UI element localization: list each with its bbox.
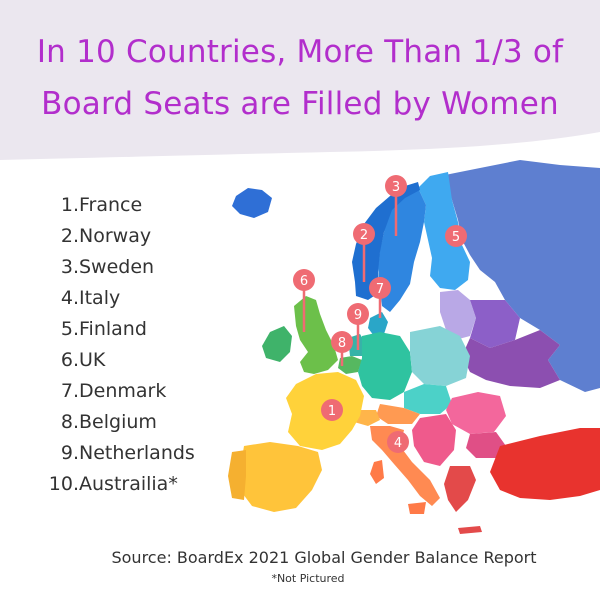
italy-shape xyxy=(370,426,440,506)
ukraine-shape xyxy=(462,330,560,388)
list-item: 2.Norway xyxy=(46,221,195,252)
map-marker-8: 8 xyxy=(331,331,353,366)
balkans-shape xyxy=(412,414,456,466)
switzerland-shape xyxy=(354,410,380,426)
russia-shape xyxy=(445,160,600,392)
baltics-shape xyxy=(440,290,476,340)
title-line-1: In 10 Countries, More Than 1/3 of xyxy=(36,34,564,70)
list-item: 1.France xyxy=(46,190,195,221)
list-item: 4.Italy xyxy=(46,283,195,314)
list-item-number: 1. xyxy=(60,194,79,216)
marker-label: 5 xyxy=(452,230,460,245)
iceland-shape xyxy=(232,188,272,218)
map-marker-2: 2 xyxy=(353,223,375,282)
sweden-shape xyxy=(378,188,426,312)
page-title: In 10 Countries, More Than 1/3 of Board … xyxy=(0,26,600,130)
map-marker-9: 9 xyxy=(347,303,369,350)
marker-label: 6 xyxy=(300,274,308,289)
finland-shape xyxy=(418,172,470,290)
map-marker-4: 4 xyxy=(387,431,409,453)
marker-label: 2 xyxy=(360,228,368,243)
ireland-shape xyxy=(262,326,292,362)
norway-shape xyxy=(352,182,420,300)
source-citation: Source: BoardEx 2021 Global Gender Balan… xyxy=(111,548,537,567)
romania-shape xyxy=(446,392,506,434)
list-item-label: Italy xyxy=(79,287,121,309)
list-item: 10.Austrailia* xyxy=(46,469,195,500)
list-item-number: 9. xyxy=(60,442,79,464)
portugal-shape xyxy=(228,450,246,500)
denmark-shape xyxy=(368,312,388,336)
austria-shape xyxy=(376,404,420,424)
list-item-number: 6. xyxy=(60,349,79,371)
list-item-number: 8. xyxy=(60,411,79,433)
poland-shape xyxy=(410,326,470,386)
list-item: 6.UK xyxy=(46,345,195,376)
list-item-label: Finland xyxy=(79,318,147,340)
turkey-shape xyxy=(490,428,600,500)
list-item-label: Austrailia* xyxy=(79,473,178,495)
marker-label: 9 xyxy=(354,308,362,323)
list-item-label: UK xyxy=(79,349,106,371)
map-marker-3: 3 xyxy=(385,175,407,236)
list-item-label: Sweden xyxy=(79,256,155,278)
germany-shape xyxy=(358,332,412,400)
greece-shape xyxy=(444,466,476,512)
sicily-shape xyxy=(408,502,426,514)
list-item: 7.Denmark xyxy=(46,376,195,407)
list-item-number: 3. xyxy=(60,256,79,278)
list-item: 5.Finland xyxy=(46,314,195,345)
list-item-number: 4. xyxy=(60,287,79,309)
list-item: 8.Belgium xyxy=(46,407,195,438)
list-item-number: 5. xyxy=(60,318,79,340)
map-marker-5: 5 xyxy=(445,225,467,247)
sardinia-shape xyxy=(370,460,384,484)
list-item: 9.Netherlands xyxy=(46,438,195,469)
central-europe-shape xyxy=(404,384,452,414)
belarus-shape xyxy=(470,300,520,348)
list-item-number: 10. xyxy=(48,473,79,495)
list-item-label: Denmark xyxy=(79,380,167,402)
list-item: 3.Sweden xyxy=(46,252,195,283)
title-line-2: Board Seats are Filled by Women xyxy=(41,86,559,122)
map-marker-1: 1 xyxy=(321,399,343,421)
list-item-number: 2. xyxy=(60,225,79,247)
marker-label: 8 xyxy=(338,336,346,351)
footnote: *Not Pictured xyxy=(271,572,345,585)
marker-label: 3 xyxy=(392,180,400,195)
spain-shape xyxy=(240,442,322,512)
map-marker-7: 7 xyxy=(369,277,391,318)
crete-shape xyxy=(458,526,482,534)
belgium-shape xyxy=(338,356,362,374)
marker-label: 1 xyxy=(328,404,336,419)
map-marker-6: 6 xyxy=(293,269,315,332)
list-item-label: France xyxy=(79,194,143,216)
list-item-label: Netherlands xyxy=(79,442,195,464)
marker-label: 4 xyxy=(394,436,402,451)
uk-shape xyxy=(294,296,338,374)
list-item-label: Norway xyxy=(79,225,152,247)
country-list: 1.France 2.Norway 3.Sweden 4.Italy 5.Fin… xyxy=(46,190,195,500)
bulgaria-shape xyxy=(466,432,506,458)
marker-label: 7 xyxy=(376,282,384,297)
list-item-number: 7. xyxy=(60,380,79,402)
banner-background xyxy=(0,0,600,160)
list-item-label: Belgium xyxy=(79,411,157,433)
title-banner: In 10 Countries, More Than 1/3 of Board … xyxy=(0,0,600,170)
